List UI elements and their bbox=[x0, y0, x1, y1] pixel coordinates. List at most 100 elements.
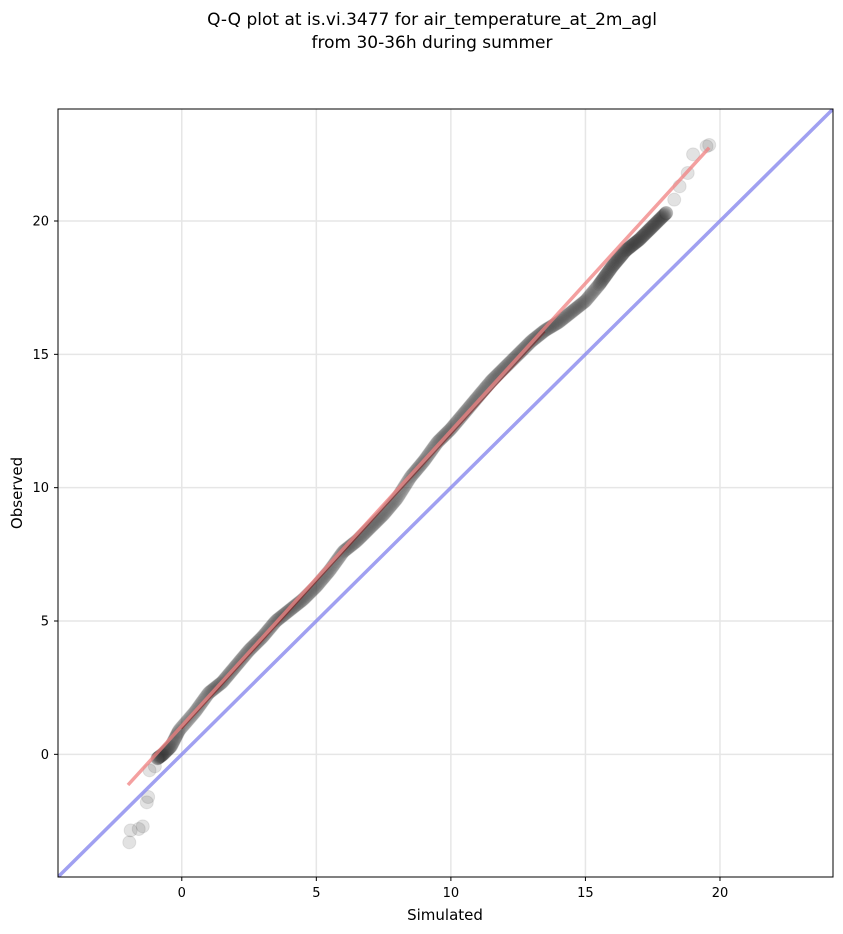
data-point bbox=[464, 397, 479, 412]
x-tick-label: 0 bbox=[178, 886, 186, 901]
data-point bbox=[592, 277, 607, 292]
y-tick-label: 20 bbox=[32, 215, 49, 230]
data-point bbox=[457, 406, 472, 421]
data-point bbox=[503, 355, 518, 370]
data-point bbox=[552, 314, 567, 329]
data-point bbox=[587, 283, 602, 298]
data-point bbox=[656, 208, 671, 223]
data-point bbox=[639, 225, 654, 240]
data-point bbox=[582, 289, 597, 304]
data-point bbox=[460, 401, 475, 416]
fit-line-overlap bbox=[181, 331, 546, 730]
data-point bbox=[615, 247, 630, 262]
data-point bbox=[578, 294, 593, 309]
data-point bbox=[646, 218, 661, 233]
data-point bbox=[505, 353, 520, 368]
plot-frame bbox=[57, 108, 834, 878]
data-point bbox=[433, 431, 448, 446]
data-point bbox=[593, 276, 608, 291]
data-point bbox=[638, 226, 653, 241]
data-point bbox=[610, 253, 625, 268]
data-point bbox=[433, 432, 448, 447]
scatter-points bbox=[122, 138, 717, 850]
data-point bbox=[539, 322, 554, 337]
data-point bbox=[588, 281, 603, 296]
data-point bbox=[654, 210, 669, 225]
data-point bbox=[577, 294, 592, 309]
data-point bbox=[509, 348, 524, 363]
data-point bbox=[595, 273, 610, 288]
data-point bbox=[647, 217, 662, 232]
data-point bbox=[605, 259, 620, 274]
data-point bbox=[339, 542, 354, 557]
data-point bbox=[460, 402, 475, 417]
data-point bbox=[620, 241, 635, 256]
data-point bbox=[625, 238, 640, 253]
data-point bbox=[613, 249, 628, 264]
identity-line bbox=[58, 109, 833, 877]
data-point bbox=[657, 207, 672, 222]
data-point bbox=[557, 310, 572, 325]
data-point bbox=[557, 310, 572, 325]
data-point bbox=[400, 475, 415, 490]
data-point bbox=[566, 303, 581, 318]
data-point bbox=[337, 543, 352, 558]
data-point bbox=[200, 687, 215, 702]
data-point bbox=[508, 350, 523, 365]
data-point bbox=[123, 823, 138, 838]
data-point bbox=[554, 312, 569, 327]
data-point bbox=[575, 296, 590, 311]
data-point bbox=[563, 305, 578, 320]
data-point bbox=[580, 291, 595, 306]
data-point bbox=[655, 209, 670, 224]
data-point bbox=[596, 271, 611, 286]
y-axis-label: Observed bbox=[8, 457, 26, 529]
data-point bbox=[506, 351, 521, 366]
data-point bbox=[553, 313, 568, 328]
data-point bbox=[576, 295, 591, 310]
data-point bbox=[653, 211, 668, 226]
data-point bbox=[570, 300, 585, 315]
data-point bbox=[652, 212, 667, 227]
data-point bbox=[285, 601, 300, 616]
data-point bbox=[581, 290, 596, 305]
data-point bbox=[501, 356, 516, 371]
y-tick-label: 5 bbox=[41, 615, 49, 630]
data-point bbox=[599, 266, 614, 281]
data-point bbox=[637, 227, 652, 242]
fit-line bbox=[126, 146, 711, 787]
data-point bbox=[617, 244, 632, 259]
data-point bbox=[611, 252, 626, 267]
data-point bbox=[617, 245, 632, 260]
data-point bbox=[562, 306, 577, 321]
data-point bbox=[591, 278, 606, 293]
data-point bbox=[333, 548, 348, 563]
data-point bbox=[659, 206, 674, 220]
data-point bbox=[594, 274, 609, 289]
data-point bbox=[432, 433, 447, 448]
data-point bbox=[169, 727, 184, 742]
data-point bbox=[659, 206, 674, 220]
data-point bbox=[506, 352, 521, 367]
data-point bbox=[558, 309, 573, 324]
data-point bbox=[581, 289, 596, 304]
x-axis-ticks: 0 5 10 15 20 bbox=[178, 877, 728, 901]
data-point bbox=[568, 302, 583, 317]
data-point bbox=[653, 211, 668, 226]
data-point bbox=[602, 263, 617, 278]
data-point bbox=[642, 222, 657, 237]
data-point bbox=[430, 435, 445, 450]
data-point bbox=[429, 436, 444, 451]
data-point bbox=[640, 224, 655, 239]
data-point bbox=[628, 235, 643, 250]
data-point bbox=[649, 215, 664, 230]
data-point bbox=[607, 256, 622, 271]
reference-lines bbox=[58, 109, 833, 877]
data-point bbox=[635, 229, 650, 244]
data-point bbox=[631, 233, 646, 248]
chart-subtitle: from 30-36h during summer bbox=[312, 33, 553, 53]
data-point bbox=[702, 138, 717, 152]
data-point bbox=[606, 257, 621, 272]
data-point bbox=[334, 546, 349, 561]
